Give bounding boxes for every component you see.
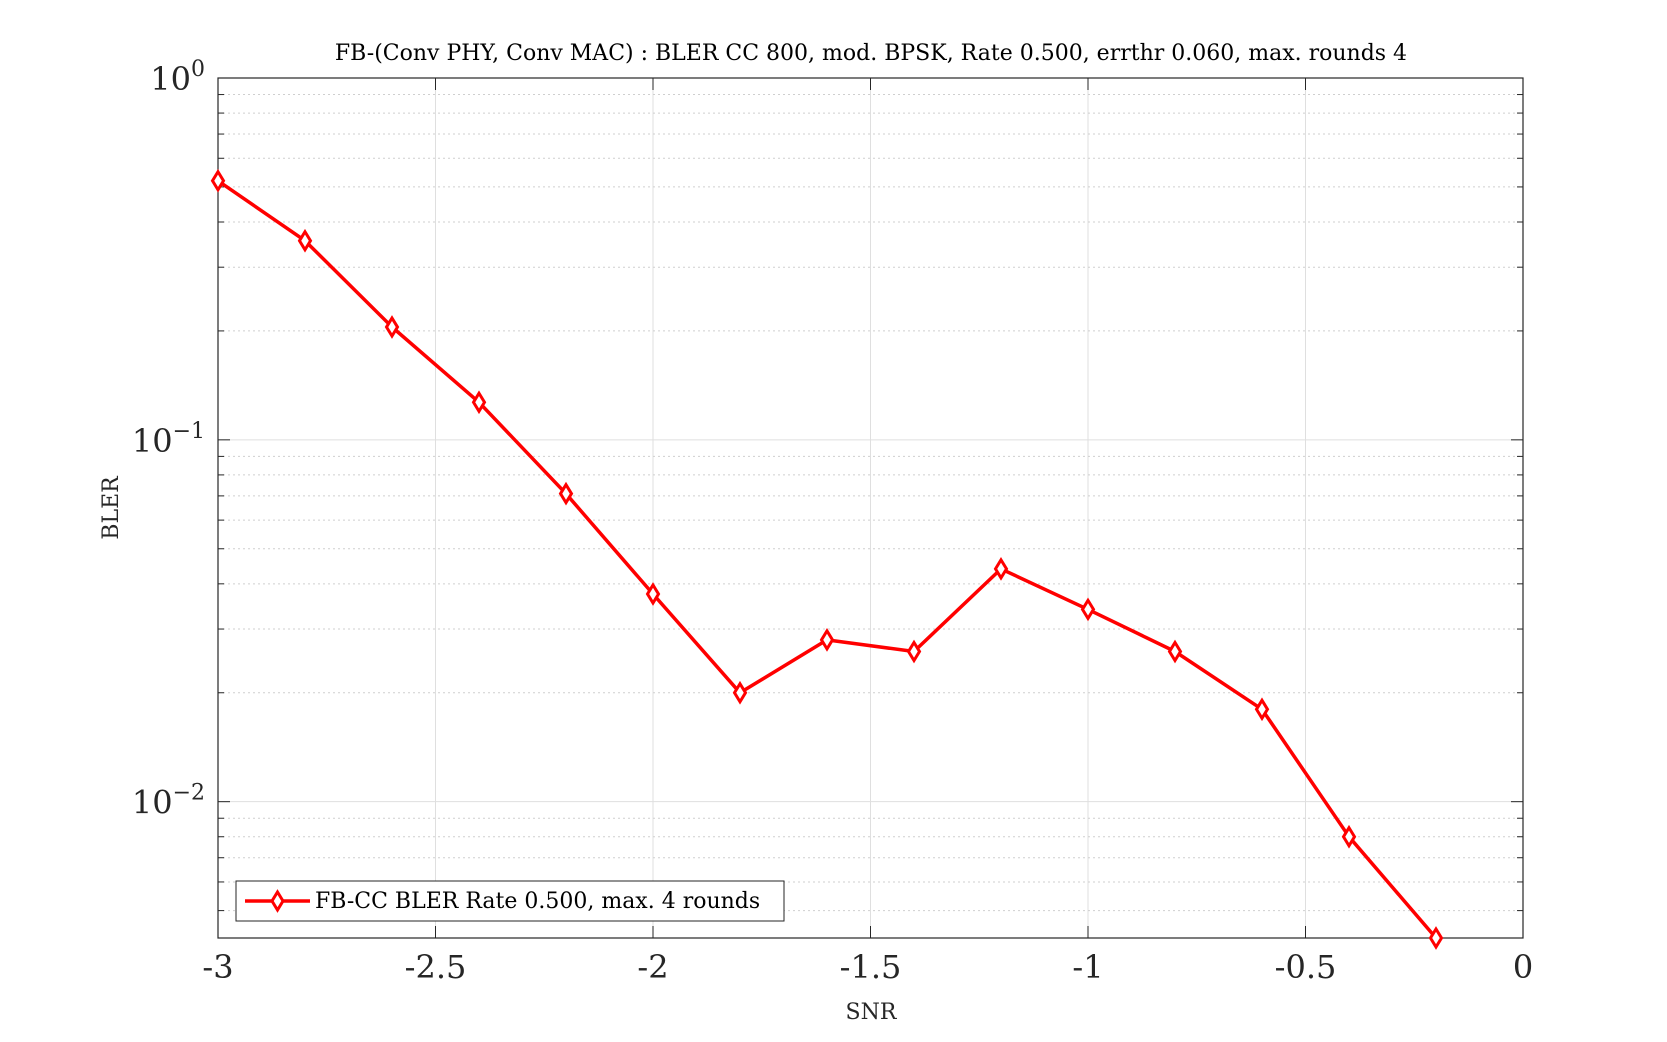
data-point-marker [906,639,922,664]
y-tick-label-exponent: −2 [173,781,205,806]
y-tick-label-exponent: −1 [173,419,205,444]
grid [218,78,1523,938]
x-axis-label: SNR [846,1000,898,1025]
x-tick-label: -1 [1072,948,1103,986]
legend-diamond-marker [270,889,285,913]
series-layer [210,168,1444,950]
y-tick-label: 10−2 [132,781,205,822]
data-point-marker [1080,597,1096,622]
x-tick-label: -1.5 [840,948,902,986]
data-point-marker [1341,824,1357,849]
axis-ticks [217,77,1524,938]
data-point-marker [993,556,1009,581]
data-point-marker [384,315,400,339]
legend: FB-CC BLER Rate 0.500, max. 4 rounds [235,880,785,922]
chart-title: FB-(Conv PHY, Conv MAC) : BLER CC 800, m… [335,41,1407,66]
y-tick-label-base: 10 [132,422,173,460]
data-point-marker [558,481,574,506]
x-tick-label: -0.5 [1275,948,1337,986]
x-tick-label: -3 [202,948,233,986]
data-point-marker [210,168,226,193]
y-tick-label-base: 10 [132,784,173,822]
data-point-marker [471,390,487,415]
data-point-marker [645,582,661,606]
y-tick-label: 100 [150,57,205,98]
data-point-marker [297,228,313,253]
data-point-marker [732,680,748,705]
x-tick-label: -2 [637,948,668,986]
x-tick-labels: -3 -2.5 -2 -1.5 -1 -0.5 0 [202,948,1533,986]
x-tick-label: 0 [1513,948,1533,986]
data-point-marker [1428,926,1444,950]
y-tick-label-exponent: 0 [191,57,205,82]
data-point-marker [1167,639,1183,664]
y-axis-label: BLER [99,475,124,540]
y-tick-label-base: 10 [150,60,191,98]
legend-label: FB-CC BLER Rate 0.500, max. 4 rounds [315,889,760,914]
data-point-marker [1254,697,1270,722]
y-tick-label: 10−1 [132,419,205,460]
data-point-marker [819,628,835,652]
x-tick-label: -2.5 [405,948,467,986]
legend-box [235,880,785,922]
